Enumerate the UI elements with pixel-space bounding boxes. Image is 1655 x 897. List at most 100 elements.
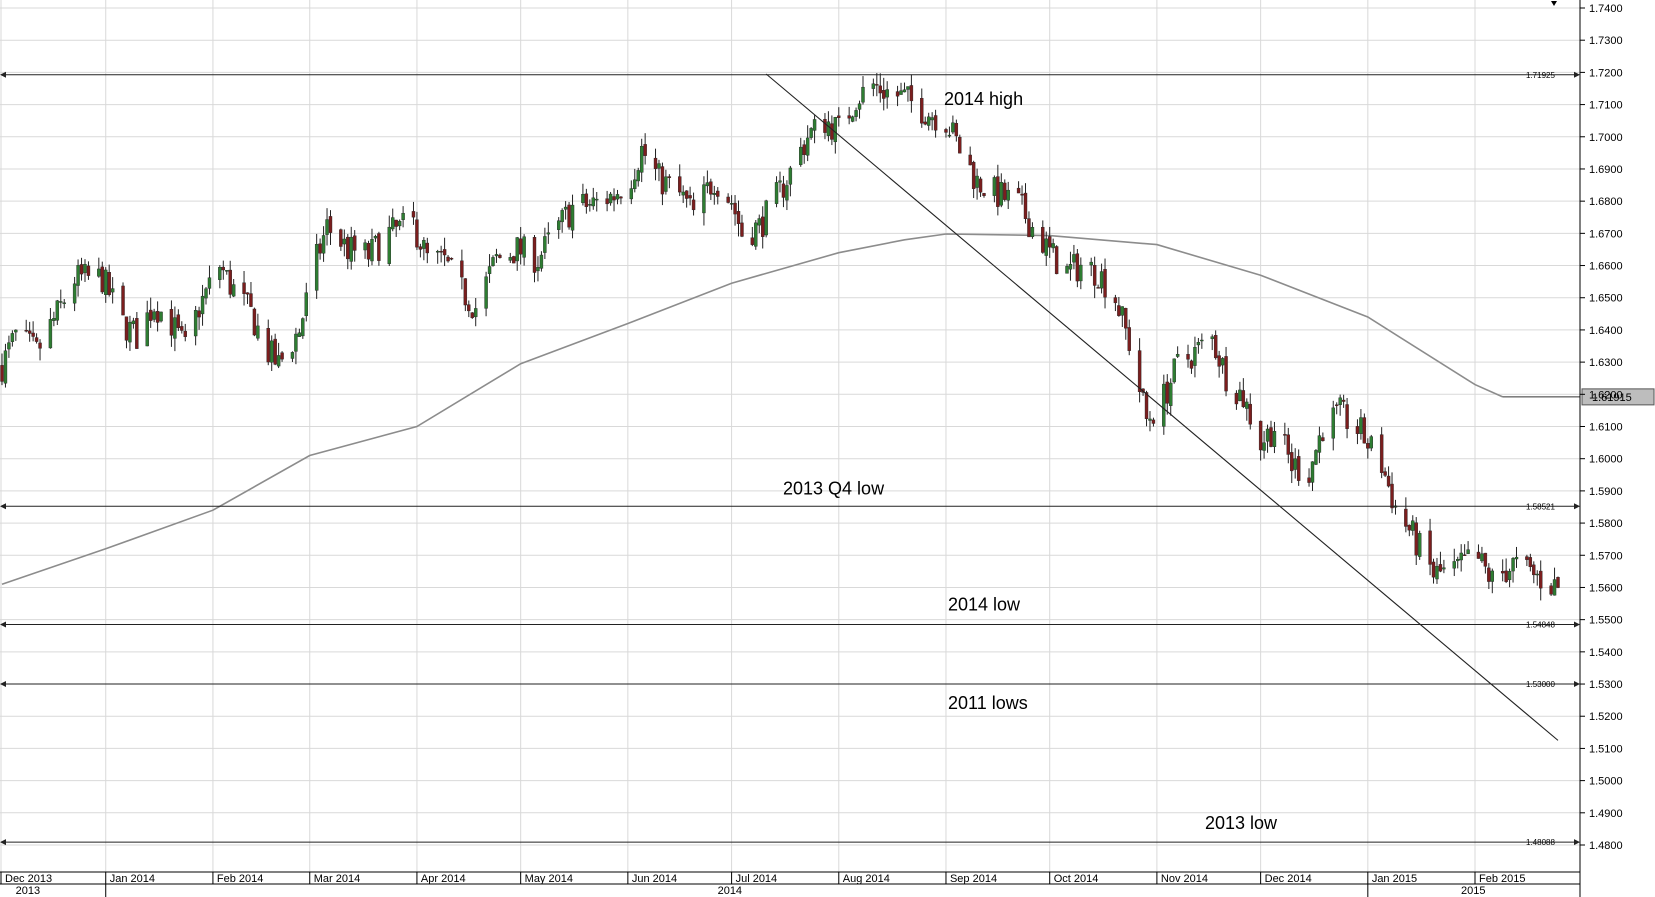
candle-body bbox=[218, 267, 222, 280]
candle-body bbox=[370, 239, 374, 262]
candle-body bbox=[667, 176, 672, 178]
y-tick-label: 1.6800 bbox=[1589, 196, 1623, 208]
candle-body bbox=[1307, 477, 1311, 483]
candle-body bbox=[245, 292, 250, 295]
candle-body bbox=[1490, 570, 1495, 582]
candle-body bbox=[1075, 253, 1080, 282]
y-tick-label: 1.6400 bbox=[1589, 325, 1623, 337]
candle-body bbox=[1096, 287, 1100, 289]
candle-body bbox=[978, 178, 983, 193]
candle-body bbox=[1065, 266, 1069, 274]
candle-body bbox=[639, 145, 644, 173]
candle-body bbox=[1124, 307, 1128, 329]
y-tick-label: 1.4800 bbox=[1589, 840, 1623, 852]
candle-body bbox=[992, 177, 997, 196]
candle-body bbox=[256, 325, 260, 339]
candle-body bbox=[702, 184, 706, 214]
candle-body bbox=[1431, 561, 1436, 578]
candle-body bbox=[270, 340, 274, 363]
candle-body bbox=[1341, 399, 1346, 402]
candle-body bbox=[207, 277, 212, 289]
candle-body bbox=[605, 198, 609, 205]
candle-body bbox=[1286, 434, 1290, 455]
candle-body bbox=[1269, 427, 1273, 447]
candle-body bbox=[508, 257, 512, 261]
candle-body bbox=[1213, 335, 1218, 359]
candle-body bbox=[1200, 339, 1204, 342]
candle-body bbox=[76, 265, 80, 286]
candle-body bbox=[252, 308, 257, 336]
candle-body bbox=[131, 320, 136, 325]
candle-body bbox=[1113, 297, 1118, 304]
candle-body bbox=[982, 193, 986, 196]
candle-body bbox=[532, 237, 537, 273]
last-price-box bbox=[1581, 388, 1655, 406]
candle-body bbox=[1027, 218, 1031, 238]
candle-body bbox=[425, 242, 430, 254]
candle-body bbox=[643, 144, 647, 156]
candle-body bbox=[788, 167, 793, 185]
candle-body bbox=[1414, 522, 1418, 556]
candle-body bbox=[1321, 437, 1325, 442]
level-value-label: 1.71925 bbox=[1526, 71, 1555, 80]
candle-body bbox=[0, 365, 4, 382]
candle-body bbox=[349, 236, 353, 262]
candle-body bbox=[346, 236, 350, 260]
candle-body bbox=[294, 333, 298, 352]
y-tick-label: 1.7200 bbox=[1589, 67, 1623, 79]
candle-body bbox=[422, 239, 426, 249]
candle-body bbox=[608, 193, 613, 204]
x-month-label: Jun 2014 bbox=[632, 873, 677, 885]
candle-body bbox=[1054, 246, 1059, 275]
candle-body bbox=[563, 206, 568, 210]
candle-body bbox=[1366, 443, 1370, 449]
candle-body bbox=[24, 329, 28, 332]
candle-body bbox=[352, 235, 357, 251]
top-marker-icon bbox=[1551, 1, 1557, 6]
candle-body bbox=[1117, 305, 1121, 316]
x-month-label: Oct 2014 bbox=[1054, 873, 1099, 885]
level-arrow-right bbox=[1574, 621, 1580, 628]
candle-body bbox=[231, 284, 236, 297]
y-tick-label: 1.6500 bbox=[1589, 293, 1623, 305]
candle-body bbox=[633, 179, 637, 190]
candle-body bbox=[823, 118, 827, 133]
candle-body bbox=[678, 176, 682, 193]
candle-body bbox=[1462, 554, 1467, 556]
y-tick-label: 1.5500 bbox=[1589, 615, 1623, 627]
candle-body bbox=[124, 316, 129, 341]
x-year-label: 2013 bbox=[16, 885, 40, 897]
candle-body bbox=[636, 170, 640, 182]
candle-body bbox=[1507, 571, 1512, 581]
candle-body bbox=[391, 217, 395, 230]
candle-body bbox=[543, 236, 547, 253]
candle-body bbox=[1044, 238, 1048, 256]
horizontal-levels-layer: 1.71925 2014 high 1.58521 2013 Q4 low 1.5484… bbox=[0, 71, 1580, 847]
candle-body bbox=[449, 257, 454, 260]
candle-body bbox=[1452, 561, 1456, 569]
candle-body bbox=[1041, 227, 1045, 253]
candle-body bbox=[318, 243, 322, 254]
candle-body bbox=[62, 302, 66, 304]
candlestick-layer bbox=[0, 73, 1560, 601]
candle-body bbox=[339, 229, 343, 247]
candle-body bbox=[273, 338, 277, 365]
candle-body bbox=[657, 163, 661, 169]
candle-body bbox=[518, 238, 523, 255]
candle-body bbox=[968, 154, 972, 166]
candle-body bbox=[1241, 390, 1246, 408]
candle-body bbox=[145, 312, 149, 347]
candle-body bbox=[1552, 579, 1557, 596]
candle-body bbox=[1417, 533, 1422, 557]
candle-body bbox=[688, 195, 692, 199]
candle-body bbox=[148, 309, 153, 321]
candle-body bbox=[906, 86, 910, 90]
candle-body bbox=[1238, 389, 1242, 402]
y-tick-label: 1.6000 bbox=[1589, 454, 1623, 466]
candle-body bbox=[27, 330, 32, 334]
candle-body bbox=[228, 269, 232, 295]
y-tick-label: 1.6200 bbox=[1589, 389, 1623, 401]
candle-body bbox=[764, 200, 768, 236]
level-value-label: 1.54848 bbox=[1526, 621, 1555, 630]
candle-body bbox=[1262, 442, 1266, 451]
